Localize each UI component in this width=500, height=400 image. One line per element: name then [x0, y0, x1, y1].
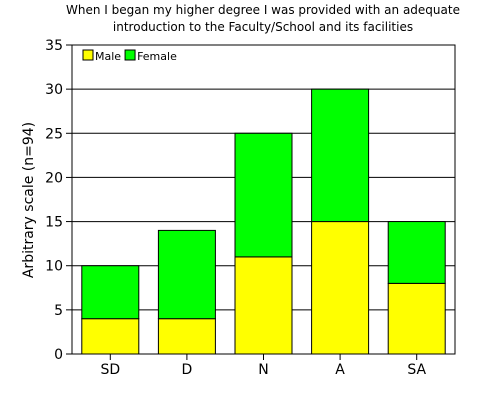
- bar-male-sa: [387, 282, 446, 355]
- y-tick-label: 20: [45, 170, 63, 186]
- y-tick-label: 30: [45, 82, 63, 98]
- legend-label-male: Male: [95, 50, 121, 63]
- chart-title-line-1: When I began my higher degree I was prov…: [66, 3, 460, 17]
- x-tick-label: A: [335, 362, 345, 378]
- y-tick-label: 10: [45, 259, 63, 275]
- y-tick-label: 5: [54, 303, 63, 319]
- legend-label-female: Female: [137, 50, 177, 63]
- bar-male-sd: [81, 318, 140, 355]
- x-axis-ticks: SD D N A SA: [100, 354, 426, 378]
- bar-female-sa: [387, 221, 446, 284]
- chart-title-line-2: introduction to the Faculty/School and i…: [113, 20, 413, 34]
- legend: Male Female: [82, 49, 177, 63]
- x-tick-label: SA: [407, 362, 426, 378]
- bars: [81, 88, 446, 355]
- y-tick-label: 25: [45, 126, 63, 142]
- legend-swatch-male: [82, 49, 94, 61]
- y-tick-label: 0: [54, 347, 63, 363]
- x-tick-label: N: [258, 362, 268, 378]
- y-tick-label: 15: [45, 215, 63, 231]
- x-tick-label: SD: [100, 362, 120, 378]
- y-axis-ticks: 0 5 10 15 20 25 30 35: [45, 38, 72, 363]
- legend-swatch-female: [124, 49, 136, 61]
- y-tick-label: 35: [45, 38, 63, 54]
- bar-male-n: [234, 256, 293, 355]
- bar-male-d: [157, 318, 216, 355]
- bar-female-d: [157, 229, 216, 320]
- bar-female-sd: [81, 265, 140, 320]
- bar-female-a: [311, 88, 370, 223]
- y-axis-label: Arbitrary scale (n=94): [21, 122, 37, 278]
- bar-male-a: [311, 221, 370, 355]
- x-tick-label: D: [182, 362, 193, 378]
- bar-female-n: [234, 132, 293, 258]
